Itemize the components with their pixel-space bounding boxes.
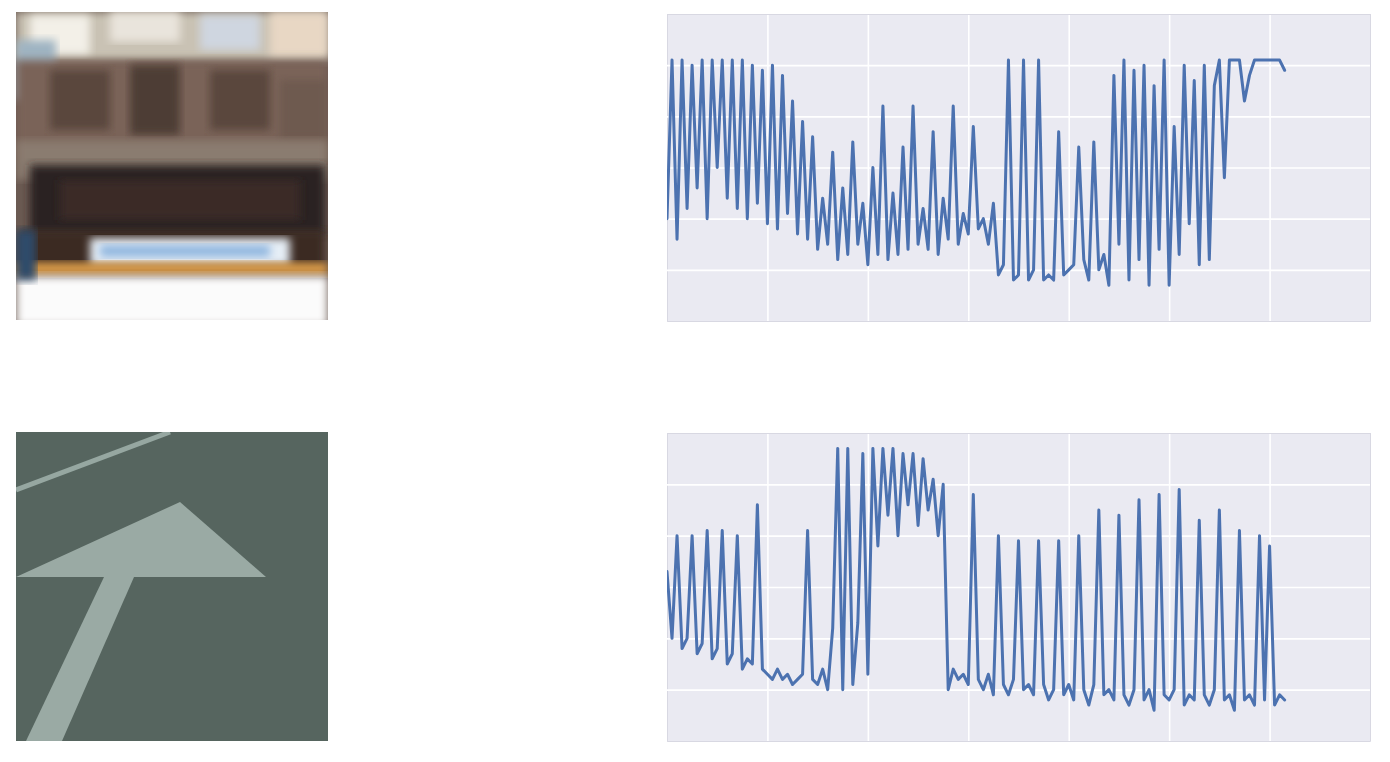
line-chart [667, 14, 1371, 322]
x-axis [668, 433, 1371, 742]
tick [667, 116, 1370, 117]
plot-area [667, 448, 1285, 710]
image-blob [130, 65, 180, 135]
image-content [16, 432, 328, 741]
grid-line [667, 116, 1370, 118]
image-blob [16, 262, 328, 276]
image-background [16, 432, 328, 741]
y-axis [667, 15, 1370, 322]
grid-line [667, 167, 1370, 169]
image-blob [110, 12, 180, 42]
axis-line [668, 433, 1371, 742]
arrow-head [16, 502, 266, 577]
tick [667, 168, 1370, 169]
image-blob [30, 165, 325, 235]
image-blob [210, 70, 270, 130]
lane-line [16, 432, 170, 490]
thumbnail-vehicle [16, 12, 328, 326]
grid-line [667, 484, 1370, 486]
image-blob [16, 276, 328, 320]
thumbnail-road-arrow [16, 432, 328, 741]
tick [667, 484, 1370, 485]
axis-line [668, 434, 1371, 742]
image-blob [200, 15, 260, 50]
tick [667, 587, 1370, 588]
image-blob [16, 12, 328, 62]
arrow-shaft [26, 577, 134, 741]
image-blob [90, 238, 290, 266]
plot-background [667, 14, 1370, 321]
image-blob [100, 245, 270, 257]
axis-line [668, 15, 1371, 322]
grid-line [667, 638, 1370, 640]
y-axis [667, 434, 1370, 742]
grid-line [667, 535, 1370, 537]
image-blob [280, 80, 328, 140]
image-content [16, 12, 328, 320]
data-line [667, 60, 1285, 285]
image-blob [60, 180, 300, 220]
axis-line [668, 14, 1371, 322]
plot-area [667, 60, 1285, 285]
grid-line [667, 587, 1370, 589]
tick [667, 536, 1370, 537]
line-chart [667, 433, 1371, 742]
plot-background [667, 433, 1370, 741]
image-blob [270, 12, 328, 57]
figure [0, 0, 1390, 762]
image-blob [16, 230, 36, 280]
image-blob [50, 70, 110, 130]
x-axis [668, 14, 1371, 322]
data-line [667, 448, 1285, 710]
image-background [16, 12, 328, 320]
tick [667, 638, 1370, 639]
